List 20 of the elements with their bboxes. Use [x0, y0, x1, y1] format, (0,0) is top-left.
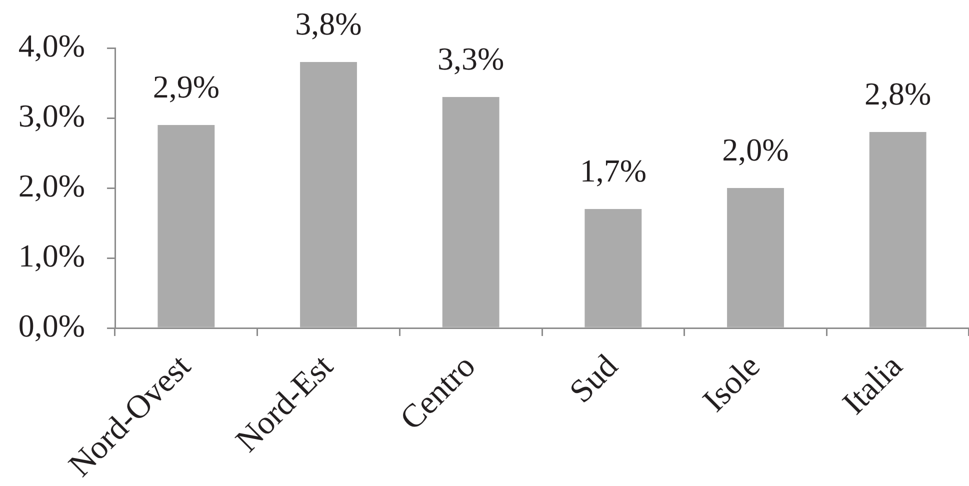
- bar: [584, 209, 642, 328]
- bar: [442, 97, 500, 328]
- data-label: 3,3%: [438, 40, 504, 76]
- y-tick-label: 4,0%: [18, 27, 85, 64]
- data-label: 1,7%: [580, 152, 646, 188]
- data-label: 3,8%: [295, 5, 362, 42]
- data-label: 2,0%: [722, 131, 789, 168]
- y-tick-label: 2,0%: [18, 167, 85, 204]
- x-tick-label: Sud: [563, 348, 626, 410]
- bar: [727, 188, 784, 328]
- bar: [300, 62, 357, 328]
- data-label: 2,9%: [152, 68, 220, 104]
- x-tick-label: Italia: [836, 348, 910, 422]
- y-tick-label: 0,0%: [18, 307, 85, 344]
- bar: [158, 125, 215, 328]
- y-tick-label: 1,0%: [18, 237, 85, 274]
- bar: [869, 132, 926, 328]
- y-tick-label: 3,0%: [18, 97, 85, 134]
- data-label: 2,8%: [864, 75, 932, 112]
- x-tick-label: Isole: [696, 348, 768, 420]
